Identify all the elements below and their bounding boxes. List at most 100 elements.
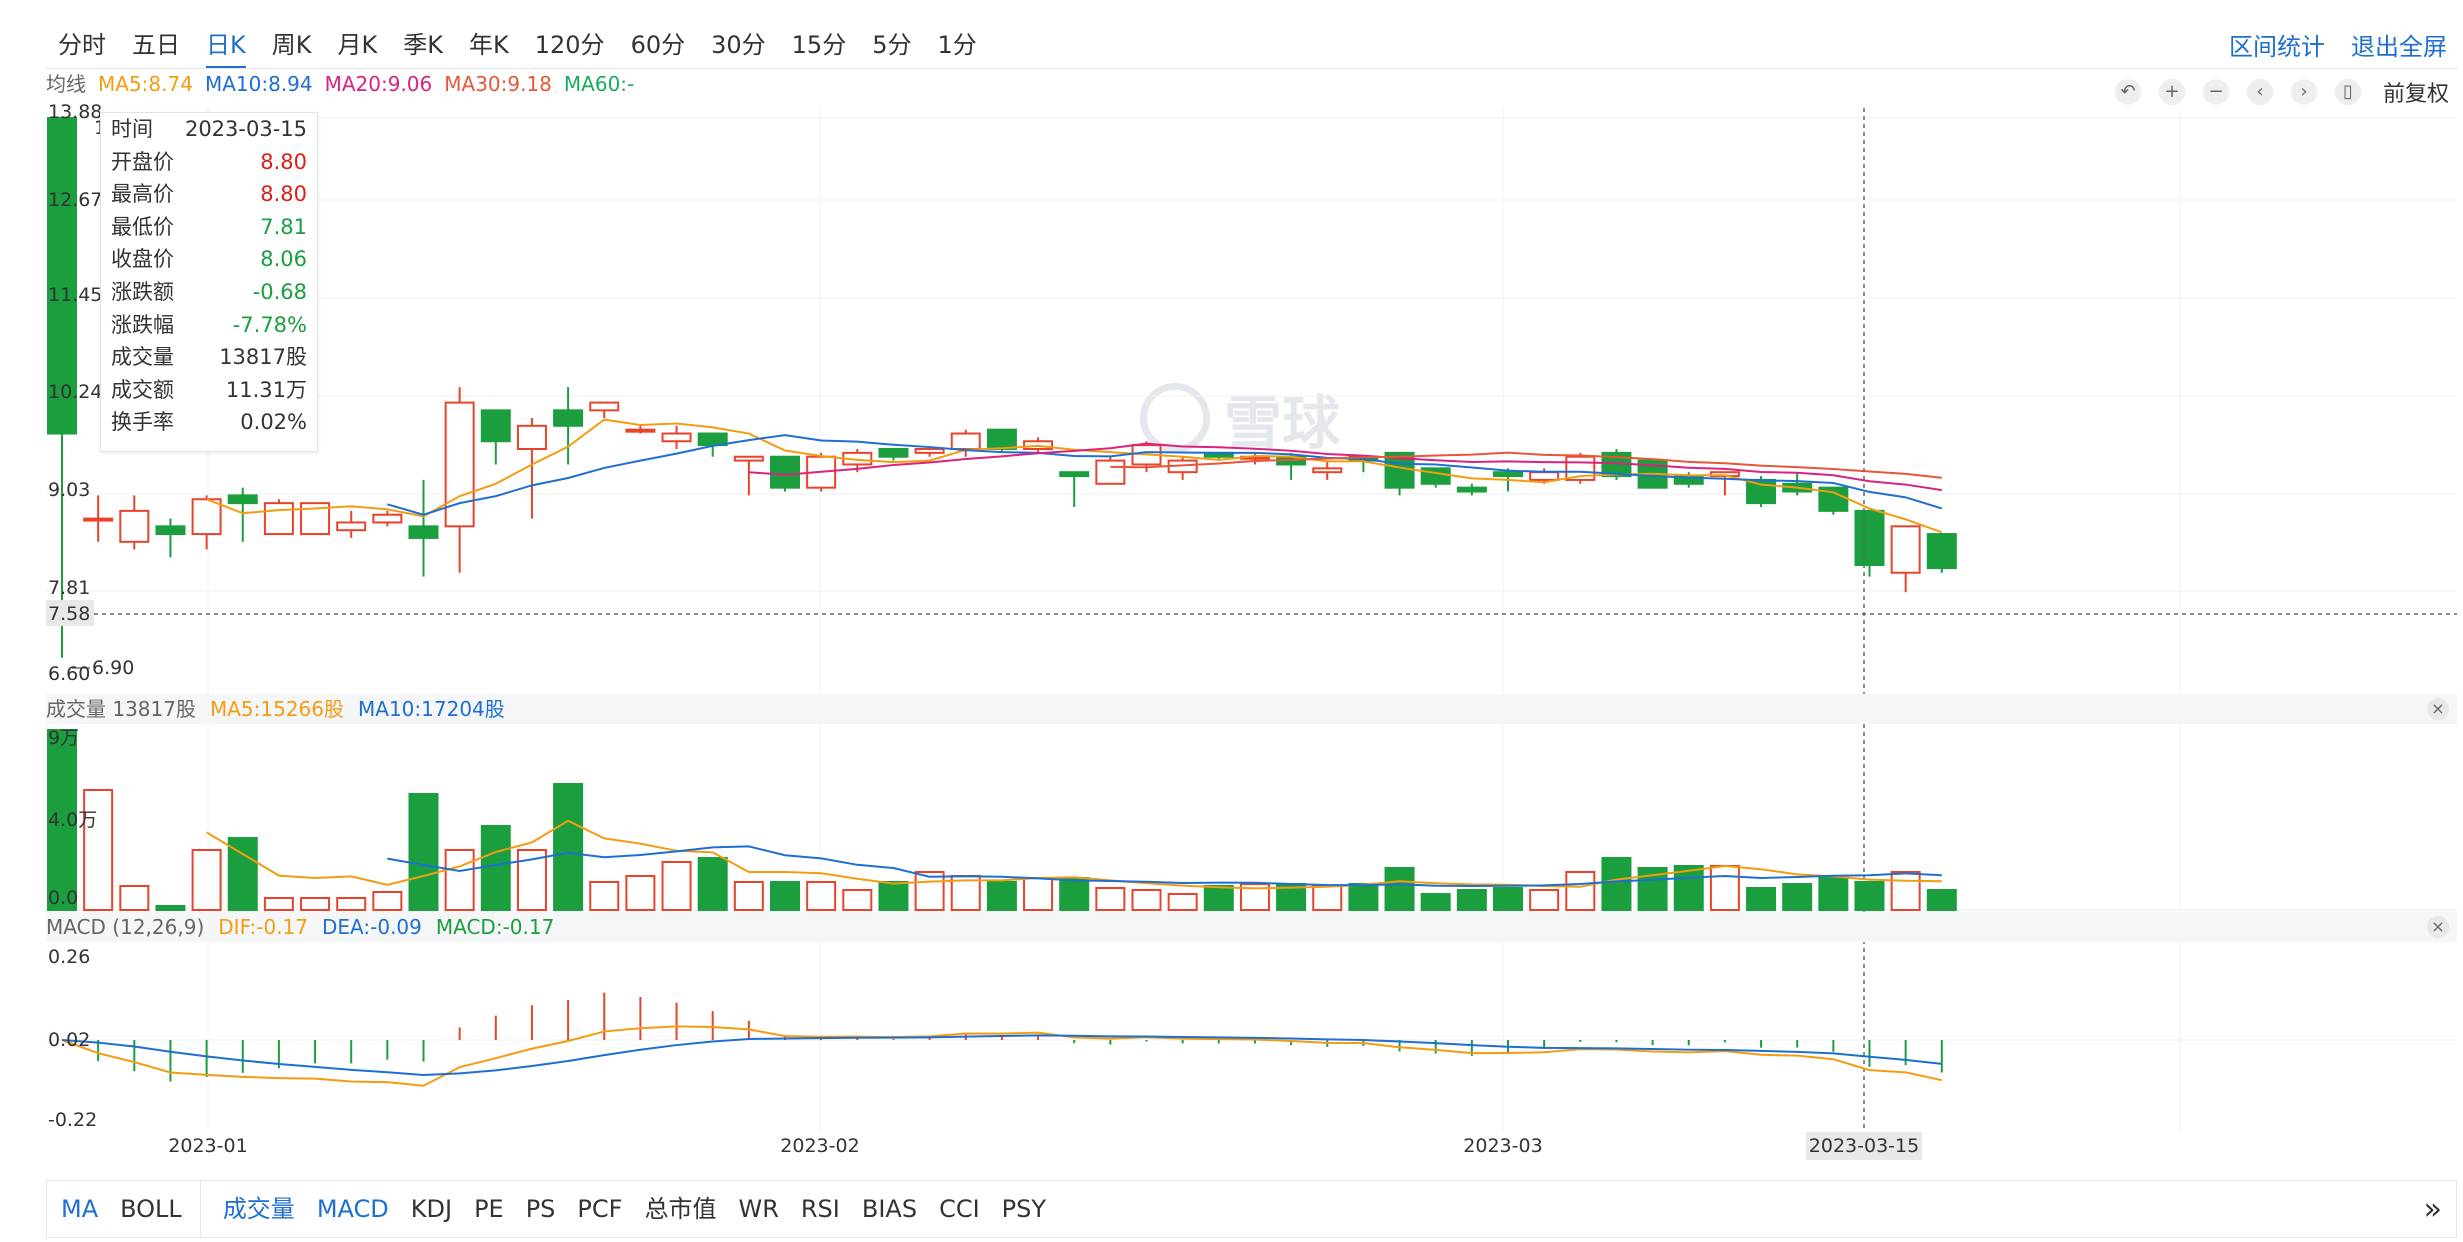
indicator-pcf[interactable]: PCF	[577, 1195, 623, 1223]
indicator-boll[interactable]: BOLL	[120, 1195, 182, 1223]
adjust-mode-selector[interactable]: 前复权	[2382, 82, 2449, 107]
tooltip-key: 换手率	[111, 410, 174, 435]
tab-12[interactable]: 1分	[937, 31, 977, 59]
divider	[199, 1181, 201, 1237]
volume-bar	[770, 881, 800, 911]
exit-fullscreen-link[interactable]: 退出全屏	[2351, 33, 2447, 61]
volume-ma10-line	[387, 845, 1942, 888]
volume-bar	[119, 885, 150, 911]
tooltip-row: 开盘价 8.80	[101, 146, 317, 179]
candle-body	[1059, 471, 1090, 478]
tooltip-row: 涨跌幅 -7.78%	[101, 309, 317, 342]
candle-body	[914, 447, 945, 454]
tooltip-row: 涨跌额 -0.68	[101, 276, 317, 309]
indicator-总市值[interactable]: 总市值	[644, 1195, 717, 1223]
ma-legend-item: MA30:9.18	[444, 72, 552, 96]
volume-ma10: MA10:17204股	[358, 697, 505, 721]
volume-bar	[47, 729, 77, 911]
volume-bar	[1782, 883, 1813, 911]
right-icon[interactable]: ›	[2290, 79, 2317, 105]
tab-8[interactable]: 60分	[630, 31, 686, 59]
macd-dea: DEA:-0.09	[322, 915, 422, 939]
tooltip-key: 开盘价	[111, 149, 174, 174]
macd-dif-line	[61, 1025, 1943, 1087]
tab-5[interactable]: 季K	[403, 31, 443, 59]
date-axis-label: 2023-02	[780, 1135, 859, 1157]
volume-bar	[1095, 887, 1126, 911]
candle-body	[119, 509, 150, 543]
tab-11[interactable]: 5分	[872, 31, 912, 59]
tab-2[interactable]: 日K	[206, 28, 246, 69]
macd-value: MACD:-0.17	[435, 915, 555, 939]
volume-bar	[83, 789, 114, 911]
volume-bar	[986, 881, 1017, 911]
volume-bar	[1456, 889, 1487, 911]
indicator-ma[interactable]: MA	[61, 1195, 99, 1223]
tooltip-key: 最高价	[111, 182, 174, 207]
ma-legend-item: MA20:9.06	[324, 72, 433, 96]
indicator-cci[interactable]: CCI	[939, 1195, 980, 1223]
candle-body	[1746, 478, 1777, 505]
volume-bar	[1059, 877, 1090, 911]
zoom-in-icon[interactable]: +	[2158, 79, 2185, 105]
tab-3[interactable]: 周K	[271, 31, 312, 59]
candle-body	[1890, 525, 1921, 574]
tooltip-value: -7.78%	[232, 312, 307, 337]
tab-1[interactable]: 五日	[132, 31, 180, 59]
candle-body	[480, 409, 511, 443]
more-indicators-icon[interactable]: »	[2423, 1191, 2442, 1227]
volume-bar	[1709, 865, 1740, 911]
crosshair-price-label: 7.58	[48, 603, 90, 625]
tooltip-row: 成交额 11.31万	[101, 374, 317, 407]
indicator-pe[interactable]: PE	[474, 1195, 504, 1223]
tab-10[interactable]: 15分	[791, 31, 847, 59]
tooltip-row: 最高价 8.80	[101, 178, 317, 211]
crosshair-date-label: 2023-03-15	[1809, 1135, 1919, 1157]
volume-legend: 成交量 13817股 MA5:15266股 MA10:17204股	[46, 694, 505, 724]
range-stats-link[interactable]: 区间统计	[2229, 33, 2325, 61]
indicator-psy[interactable]: PSY	[1001, 1195, 1047, 1223]
indicator-wr[interactable]: WR	[738, 1195, 779, 1223]
close-volume-icon[interactable]: ×	[2427, 698, 2449, 720]
indicator-bias[interactable]: BIAS	[861, 1195, 918, 1223]
price-axis-label: 7.81	[48, 577, 90, 599]
macd-axis-label: 0.26	[48, 946, 90, 968]
tab-7[interactable]: 120分	[534, 31, 605, 59]
min-price-mark: 6.90	[92, 657, 134, 679]
indicator-成交量[interactable]: 成交量	[222, 1195, 295, 1223]
left-icon[interactable]: ‹	[2246, 79, 2273, 105]
volume-bar	[1167, 893, 1198, 911]
tab-0[interactable]: 分时	[58, 31, 106, 59]
ma-legend-item: MA5:8.74	[98, 72, 193, 96]
indicator-kdj[interactable]: KDJ	[410, 1195, 453, 1223]
tab-4[interactable]: 月K	[337, 31, 378, 59]
tab-9[interactable]: 30分	[711, 31, 766, 59]
zoom-out-icon[interactable]: −	[2202, 79, 2229, 105]
indicator-ps[interactable]: PS	[525, 1195, 556, 1223]
macd-axis-label: -0.22	[48, 1109, 97, 1131]
candle-body	[1926, 533, 1957, 570]
volume-axis-label: 0.0	[48, 887, 78, 909]
kline-chart[interactable]: 13.8812.6711.4510.249.037.816.6016.907.5…	[0, 0, 2463, 1180]
xueqiu-watermark: 雪球	[1140, 376, 1340, 460]
undo-icon[interactable]: ↶	[2114, 79, 2141, 105]
volume-axis-label: 9万	[48, 727, 79, 749]
tab-6[interactable]: 年K	[469, 31, 509, 59]
volume-axis-label: 4.0万	[48, 809, 97, 831]
candle-body	[372, 513, 403, 524]
tooltip-row: 时间 2023-03-15	[101, 113, 317, 146]
tooltip-value: 8.80	[260, 149, 307, 174]
close-macd-icon[interactable]: ×	[2427, 916, 2449, 938]
tooltip-key: 时间	[111, 117, 153, 141]
date-axis-label: 2023-03	[1463, 1135, 1542, 1157]
volume-bar	[1673, 865, 1704, 911]
indicator-rsi[interactable]: RSI	[800, 1195, 840, 1223]
candle-body	[733, 455, 764, 462]
indicator-macd[interactable]: MACD	[316, 1195, 389, 1223]
volume-bar	[408, 793, 439, 911]
battery-icon[interactable]: ▯	[2334, 79, 2361, 105]
volume-bar	[227, 837, 258, 911]
ohlc-tooltip: 时间 2023-03-15 开盘价 8.80 最高价 8.80 最低价 7.81 收盘价 8.06…	[100, 112, 318, 452]
candle-body	[444, 401, 475, 528]
